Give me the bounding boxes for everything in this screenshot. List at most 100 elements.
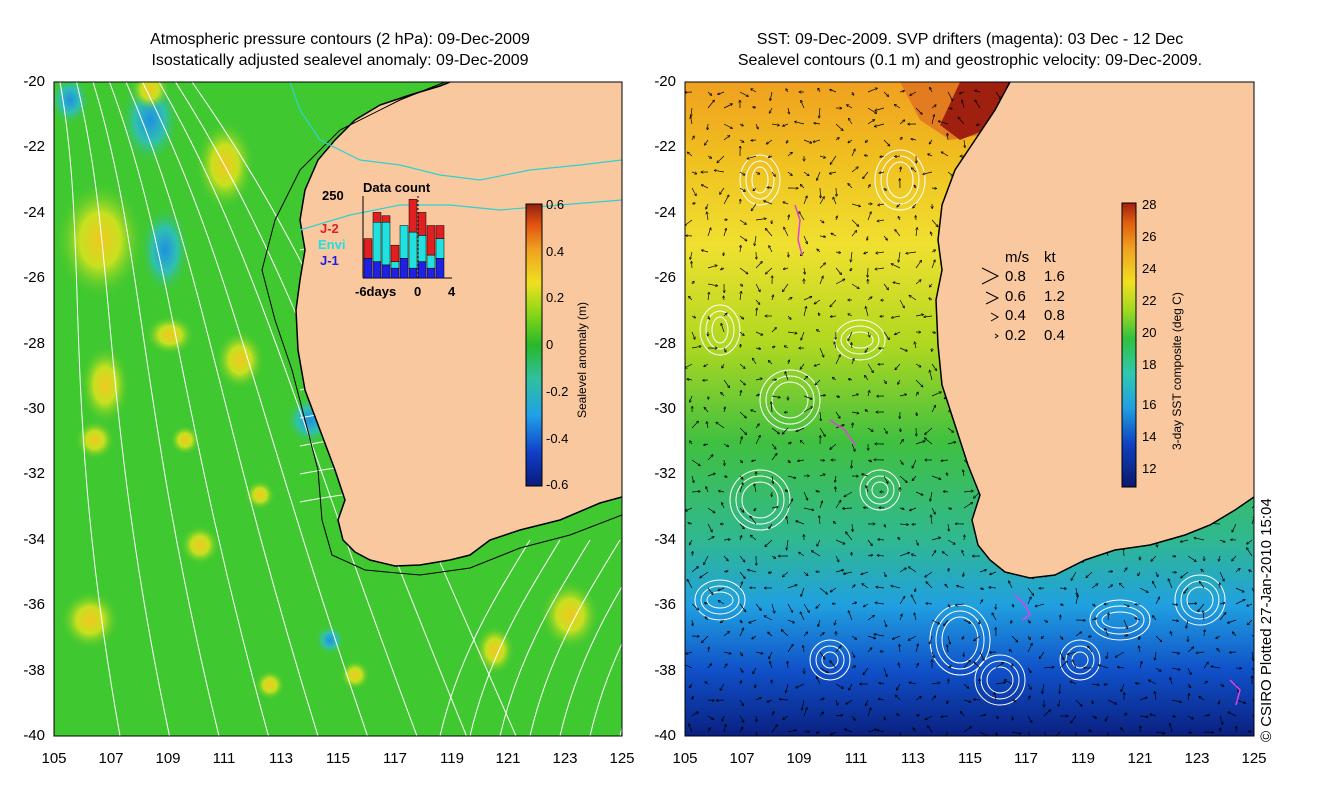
velocity-arrow bbox=[783, 202, 789, 205]
velocity-arrow bbox=[755, 331, 763, 335]
velocity-arrow bbox=[770, 107, 773, 113]
right-coastline bbox=[935, 82, 1254, 579]
velocity-arrow bbox=[912, 459, 917, 468]
velocity-arrow bbox=[1140, 726, 1141, 733]
velocity-arrow bbox=[1011, 731, 1021, 734]
velocity-arrow bbox=[868, 391, 870, 397]
velocity-arrow bbox=[787, 315, 791, 319]
sealevel-contour bbox=[834, 319, 886, 361]
velocity-arrow bbox=[771, 712, 774, 717]
velocity-arrow bbox=[963, 727, 971, 733]
velocity-arrow bbox=[914, 613, 917, 621]
velocity-arrow bbox=[786, 490, 789, 492]
velocity-arrow bbox=[915, 587, 916, 591]
velocity-arrow bbox=[692, 552, 693, 557]
left-x-tick: 123 bbox=[552, 750, 578, 767]
velocity-arrow bbox=[975, 100, 981, 109]
velocity-arrow bbox=[1171, 620, 1178, 621]
velocity-arrow bbox=[1155, 667, 1161, 671]
velocity-arrow bbox=[804, 267, 805, 274]
velocity-arrow bbox=[900, 137, 902, 141]
velocity-arrow bbox=[1251, 505, 1254, 509]
velocity-arrow bbox=[1203, 662, 1208, 669]
velocity-arrow bbox=[817, 171, 821, 180]
velocity-arrow bbox=[819, 633, 824, 637]
velocity-arrow bbox=[867, 427, 873, 431]
velocity-arrow bbox=[687, 379, 693, 380]
velocity-arrow bbox=[1230, 652, 1237, 653]
velocity-arrow bbox=[814, 299, 821, 304]
velocity-arrow bbox=[771, 328, 776, 333]
velocity-arrow bbox=[756, 715, 757, 721]
inset-x-label-end: 4 bbox=[448, 284, 456, 299]
sealevel-contour bbox=[886, 161, 914, 199]
data-count-inset bbox=[362, 196, 452, 280]
velocity-arrow bbox=[883, 235, 887, 240]
velocity-arrow bbox=[707, 587, 713, 594]
velocity-arrow bbox=[929, 298, 933, 300]
velocity-arrow bbox=[1039, 651, 1045, 658]
velocity-arrow bbox=[803, 646, 804, 653]
velocity-arrow bbox=[721, 268, 725, 270]
left-x-tick: 109 bbox=[155, 750, 181, 767]
velocity-arrow bbox=[908, 635, 917, 640]
velocity-arrow bbox=[690, 251, 693, 259]
velocity-arrow bbox=[1235, 569, 1240, 573]
velocity-arrow bbox=[723, 123, 732, 128]
velocity-arrow bbox=[916, 228, 917, 237]
velocity-arrow bbox=[1068, 651, 1077, 654]
sealevel-contour bbox=[1186, 586, 1214, 614]
velocity-arrow bbox=[1171, 667, 1180, 670]
velocity-arrow bbox=[912, 168, 917, 173]
sealevel-contour bbox=[694, 579, 746, 621]
velocity-arrow bbox=[771, 507, 778, 508]
velocity-arrow bbox=[963, 683, 969, 688]
velocity-arrow bbox=[799, 212, 805, 221]
velocity-arrow bbox=[704, 408, 709, 413]
velocity-arrow bbox=[787, 443, 791, 445]
inset-bar-segment bbox=[426, 225, 436, 256]
left-map-frame bbox=[53, 81, 623, 737]
velocity-arrow bbox=[964, 535, 965, 541]
velocity-arrow bbox=[875, 603, 885, 604]
sealevel-contour bbox=[741, 481, 779, 519]
velocity-arrow bbox=[852, 91, 854, 95]
left-x-tick: 107 bbox=[98, 750, 124, 767]
velocity-arrow bbox=[705, 617, 709, 621]
velocity-arrow bbox=[772, 295, 773, 301]
velocity-arrow bbox=[705, 139, 709, 145]
velocity-arrow bbox=[1041, 635, 1045, 638]
velocity-arrow bbox=[1075, 595, 1078, 605]
velocity-arrow bbox=[865, 155, 869, 156]
velocity-arrow bbox=[897, 203, 901, 207]
velocity-arrow bbox=[739, 699, 743, 705]
velocity-arrow bbox=[749, 619, 757, 623]
velocity-arrow bbox=[756, 308, 757, 317]
velocity-arrow bbox=[961, 712, 965, 717]
velocity-arrow bbox=[739, 603, 746, 612]
velocity-arrow bbox=[831, 233, 837, 237]
velocity-arrow bbox=[755, 683, 756, 688]
velocity-arrow bbox=[899, 663, 901, 669]
velocity-arrow bbox=[739, 555, 745, 562]
velocity-arrow bbox=[876, 252, 885, 253]
velocity-arrow bbox=[802, 699, 805, 710]
velocity-arrow bbox=[739, 411, 746, 418]
velocity-arrow bbox=[707, 123, 708, 130]
velocity-arrow bbox=[880, 651, 885, 652]
velocity-arrow bbox=[962, 551, 965, 557]
positive-anomaly-blob bbox=[255, 670, 285, 700]
velocity-arrow bbox=[899, 553, 909, 557]
velocity-arrow bbox=[930, 88, 933, 93]
velocity-arrow bbox=[739, 523, 744, 529]
velocity-arrow bbox=[1139, 662, 1142, 669]
velocity-ms: 0.2 bbox=[1005, 327, 1026, 344]
pressure-contour bbox=[529, 539, 621, 736]
velocity-arrow bbox=[947, 427, 953, 432]
velocity-ms: 0.4 bbox=[1005, 307, 1026, 324]
left-coastline bbox=[295, 82, 622, 567]
velocity-arrow bbox=[800, 441, 805, 445]
right-y-tick: -22 bbox=[654, 138, 676, 155]
velocity-arrow bbox=[893, 635, 901, 639]
velocity-arrow bbox=[755, 698, 761, 701]
